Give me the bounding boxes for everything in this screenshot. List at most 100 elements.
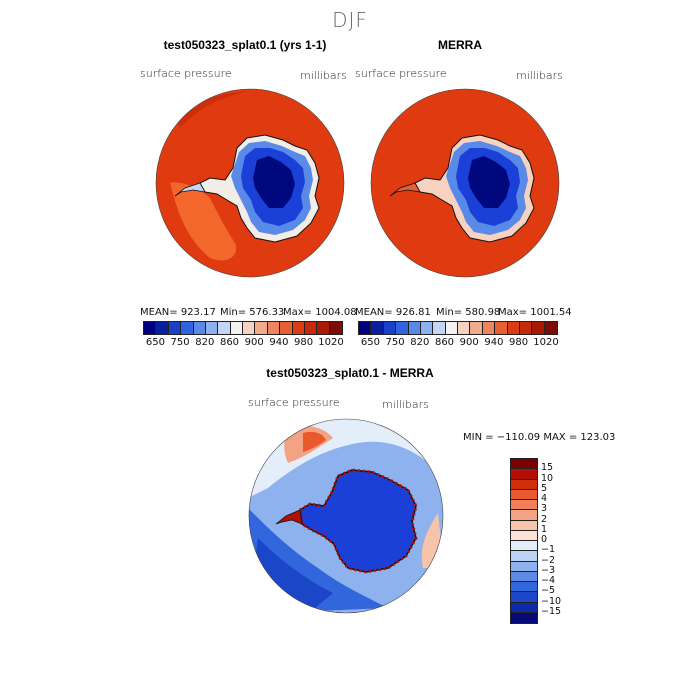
- page-title: DJF: [332, 8, 368, 32]
- colorbar-swatch: [495, 322, 508, 334]
- colorbar-swatch: [304, 322, 318, 334]
- colorbar-swatch: [329, 322, 342, 334]
- panel-1-map: [155, 88, 345, 278]
- colorbar-swatch: [458, 322, 471, 334]
- colorbar-tick-label: 940: [269, 337, 289, 348]
- colorbar-swatch: [359, 322, 372, 334]
- colorbar-tick-label: 3: [541, 503, 548, 515]
- colorbar-swatch: [383, 322, 397, 334]
- colorbar-tick-label: 1020: [533, 337, 559, 348]
- colorbar-tick-label: 900: [459, 337, 479, 348]
- colorbar-tick-label: 860: [434, 337, 455, 348]
- colorbar-swatch: [230, 322, 243, 334]
- panel-1-mean: MEAN= 923.17: [140, 307, 216, 318]
- diff-coast-ring: [298, 468, 418, 574]
- colorbar-tick-label: −3: [541, 564, 556, 576]
- colorbar-swatch: [511, 530, 537, 541]
- colorbar-swatch: [511, 520, 537, 531]
- colorbar-swatch: [507, 322, 520, 334]
- colorbar-tick-label: 10: [541, 472, 554, 484]
- colorbar-swatch: [511, 602, 537, 613]
- colorbar-tick-label: 980: [294, 337, 314, 348]
- peninsula: [389, 182, 421, 197]
- colorbar-tick-label: −4: [541, 575, 556, 586]
- colorbar-swatch: [482, 322, 496, 334]
- panel-2-mean: MEAN= 926.81: [355, 307, 431, 318]
- colorbar-tick-label: 900: [244, 337, 264, 348]
- diff-variable-label: surface pressure: [248, 396, 340, 409]
- colorbar-tick-label: 1020: [318, 337, 344, 348]
- colorbar-swatch: [511, 469, 537, 480]
- colorbar-tick-label: 860: [219, 337, 240, 348]
- colorbar-tick-label: −2: [541, 554, 556, 566]
- colorbar-tick-label: 0: [541, 534, 548, 545]
- colorbar-swatch: [317, 322, 330, 334]
- colorbar-swatch: [544, 322, 557, 334]
- colorbar-swatch: [511, 582, 537, 593]
- diff-units-label: millibars: [382, 398, 429, 411]
- colorbar-swatch: [519, 322, 533, 334]
- colorbar-swatch: [408, 322, 421, 334]
- colorbar-swatch: [292, 322, 305, 334]
- colorbar-swatch: [181, 322, 194, 334]
- colorbar-swatch: [470, 322, 483, 334]
- diff-warm-core: [303, 431, 326, 452]
- panel-1-max: Max= 1004.08: [283, 307, 357, 318]
- colorbar-swatch: [511, 489, 537, 500]
- diff-peninsula: [275, 509, 303, 525]
- colorbar-tick-label: −1: [541, 544, 556, 556]
- panel-1-title: test050323_splat0.1 (yrs 1-1): [163, 38, 327, 52]
- colorbar-swatch: [205, 322, 219, 334]
- panel-2-min: Min= 580.98: [436, 307, 501, 318]
- colorbar-swatch: [168, 322, 182, 334]
- panel-2-max: Max= 1001.54: [498, 307, 572, 318]
- panel-1-min: Min= 576.33: [220, 307, 285, 318]
- colorbar-tick-label: 650: [360, 337, 380, 348]
- colorbar-tick-label: 940: [484, 337, 504, 348]
- colorbar-swatch: [511, 561, 537, 572]
- colorbar-swatch: [193, 322, 206, 334]
- colorbar-tick-label: −15: [541, 605, 562, 617]
- diff-minmax: MIN = −110.09 MAX = 123.03: [463, 432, 616, 443]
- colorbar-swatch: [420, 322, 434, 334]
- panel-2-variable-label: surface pressure: [355, 67, 447, 80]
- colorbar-tick-label: 4: [541, 493, 548, 504]
- colorbar-tick-label: 820: [410, 337, 430, 348]
- panel-2-units-label: millibars: [516, 69, 563, 82]
- colorbar-swatch: [255, 322, 268, 334]
- colorbar-swatch: [433, 322, 446, 334]
- colorbar-swatch: [156, 322, 169, 334]
- colorbar-swatch: [532, 322, 545, 334]
- colorbar-tick-label: 5: [541, 482, 548, 494]
- peninsula: [174, 182, 206, 197]
- colorbar-swatch: [396, 322, 409, 334]
- colorbar-swatch: [511, 500, 537, 511]
- colorbar-tick-label: 1: [541, 523, 548, 535]
- panel-1-units-label: millibars: [300, 69, 347, 82]
- antarctica-core: [468, 156, 510, 208]
- diff-colorbar: [510, 458, 538, 624]
- panel-2-colorbar: [358, 321, 558, 335]
- diff-map: [248, 418, 444, 614]
- diff-panel-title: test050323_splat0.1 - MERRA: [266, 366, 434, 380]
- colorbar-swatch: [511, 571, 537, 582]
- colorbar-tick-label: 750: [385, 337, 405, 348]
- colorbar-tick-label: 2: [541, 513, 548, 525]
- colorbar-tick-label: 15: [541, 462, 554, 474]
- colorbar-swatch: [511, 459, 537, 470]
- antarctica-core: [253, 156, 295, 208]
- colorbar-swatch: [267, 322, 281, 334]
- colorbar-swatch: [511, 541, 537, 552]
- panel-1-variable-label: surface pressure: [140, 67, 232, 80]
- colorbar-swatch: [511, 551, 537, 562]
- colorbar-tick-label: 820: [195, 337, 215, 348]
- colorbar-tick-label: −10: [541, 595, 562, 607]
- colorbar-swatch: [511, 592, 537, 603]
- colorbar-tick-label: 750: [170, 337, 190, 348]
- colorbar-swatch: [511, 479, 537, 490]
- colorbar-tick-label: 980: [509, 337, 529, 348]
- ocean-low-anomaly: [170, 182, 237, 261]
- panel-2-title: MERRA: [438, 38, 482, 52]
- colorbar-swatch: [144, 322, 157, 334]
- colorbar-tick-label: 650: [145, 337, 165, 348]
